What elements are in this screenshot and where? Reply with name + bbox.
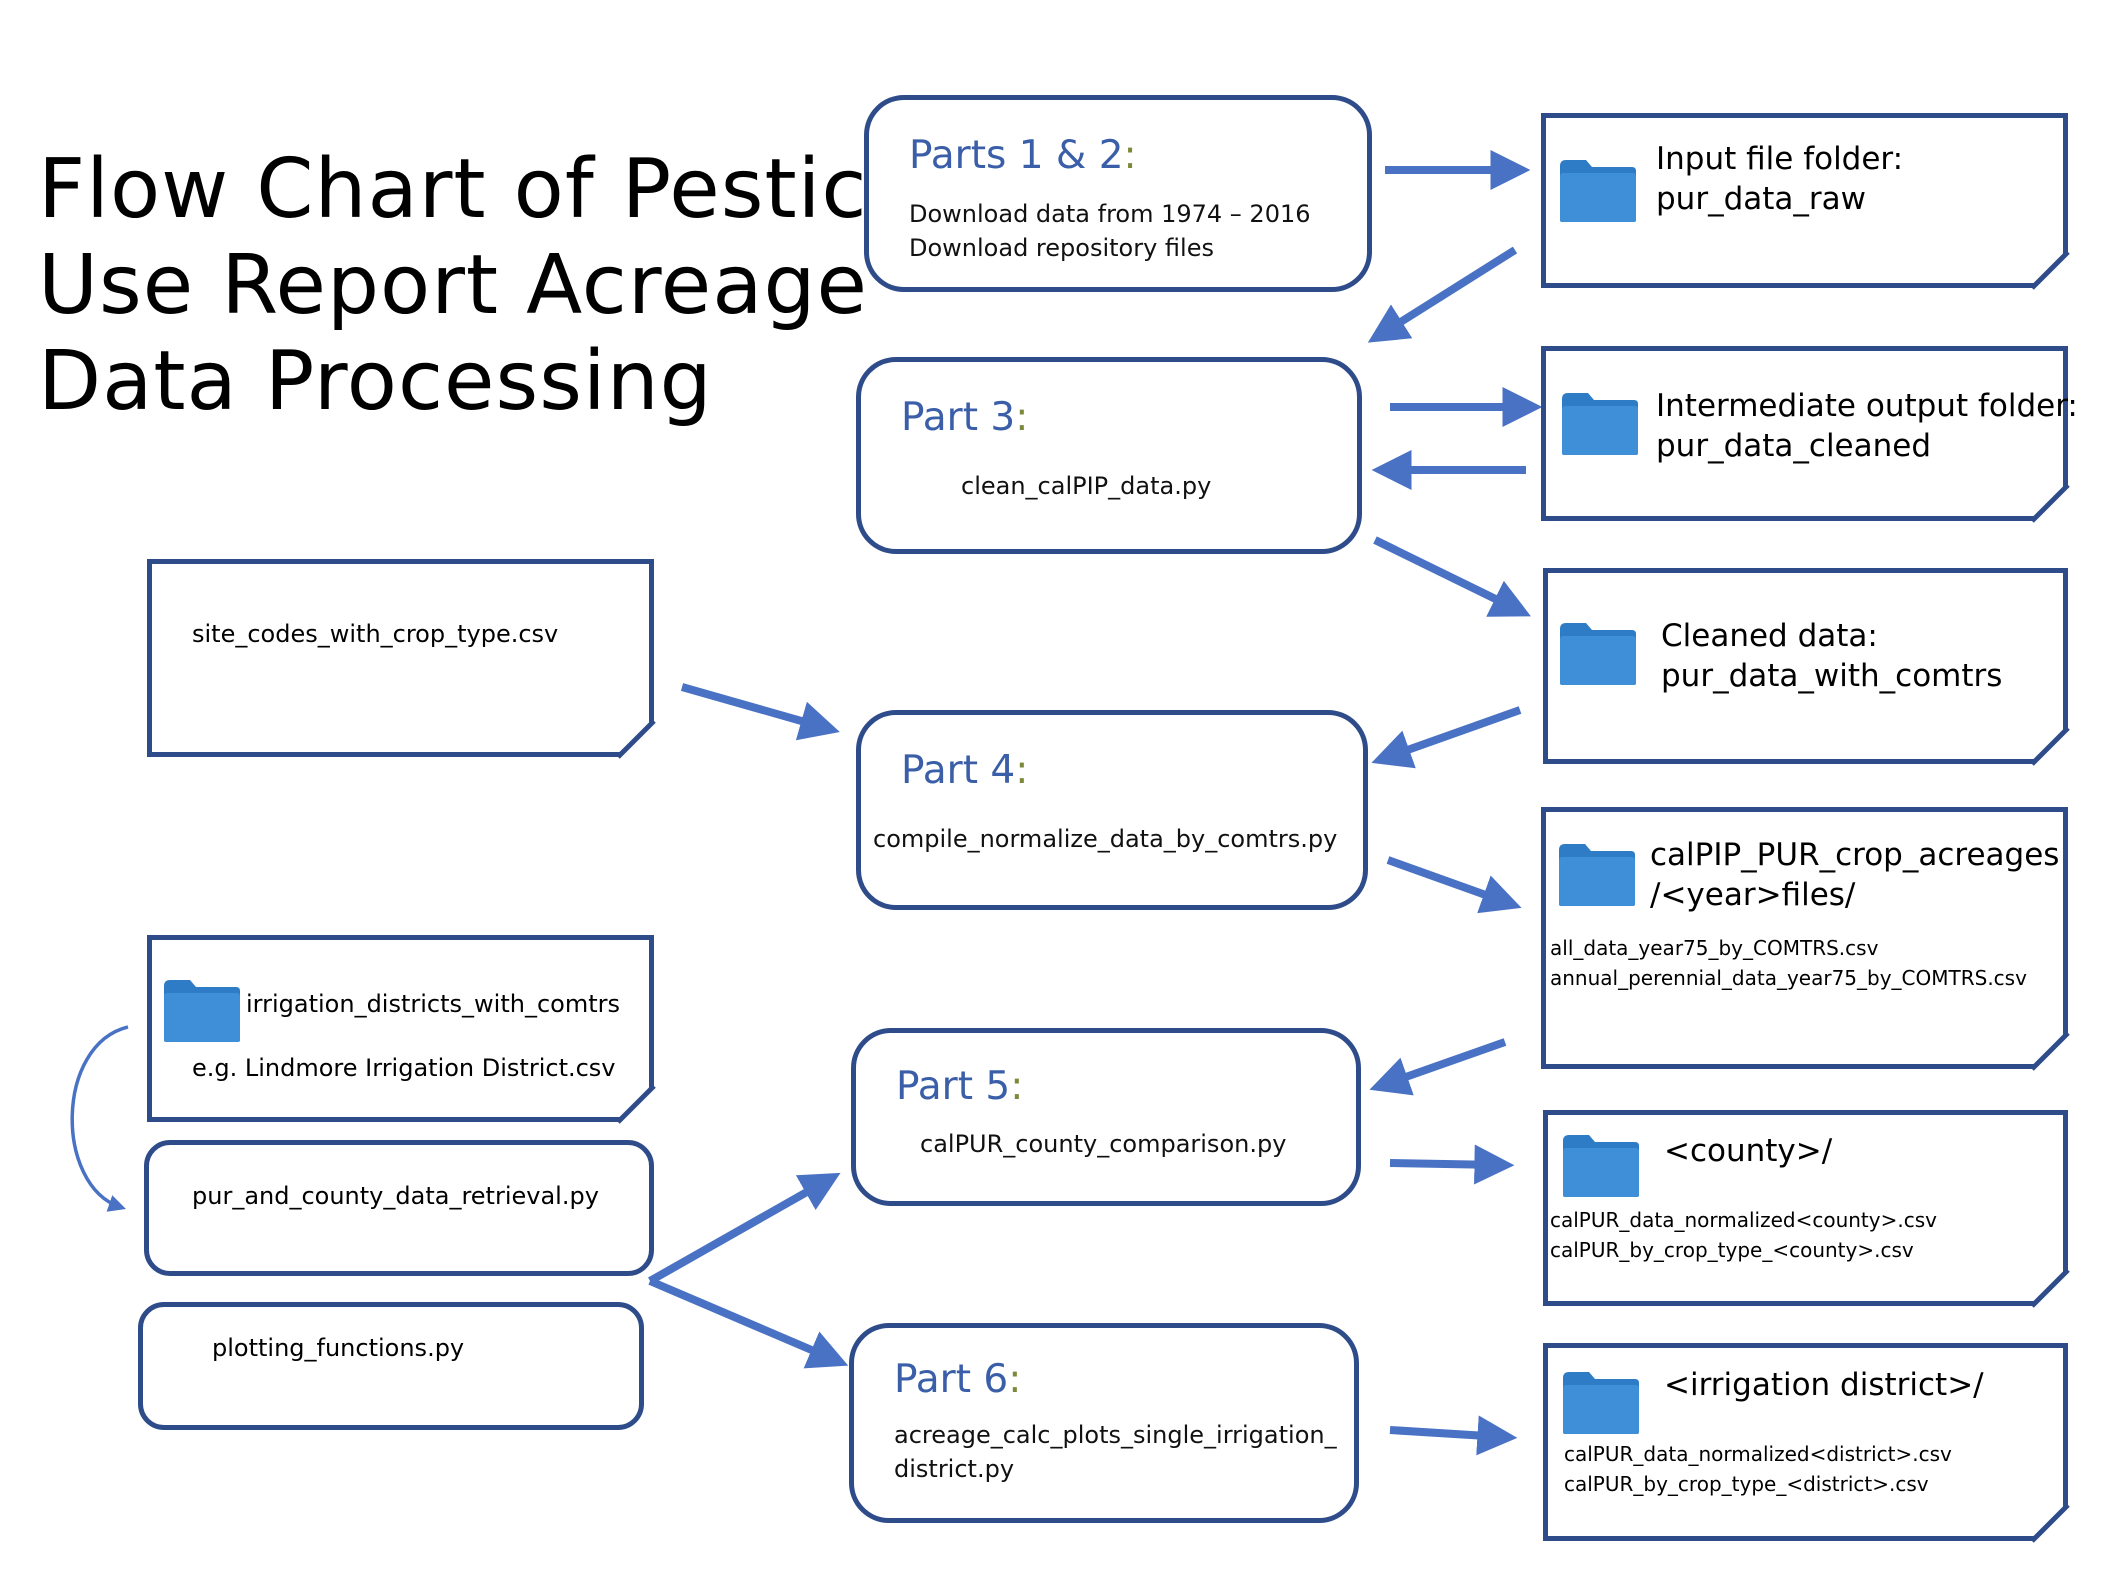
comtrs-folder-title-1: Cleaned data:: [1661, 618, 1878, 654]
retrieval-box: [144, 1140, 654, 1276]
raw-folder-title-1: Input file folder:: [1656, 141, 1904, 177]
part-4-title-text: Part 4: [901, 748, 1016, 793]
part-1-2-colon: :: [1123, 133, 1137, 178]
county-folder-title: <county>/: [1664, 1133, 1833, 1169]
irrigation-districts-folder-name: irrigation_districts_with_comtrs: [246, 990, 620, 1018]
part-4-box: Part 4: compile_normalize_data_by_comtrs…: [856, 710, 1368, 910]
folder-doc-crop-acreages: [1541, 807, 2068, 1069]
arrow-p3-to-comtrs: [1373, 536, 1531, 617]
arrow-raw-to-p3: [1367, 246, 1518, 343]
part-6-title-text: Part 6: [894, 1357, 1009, 1402]
part-5-colon: :: [1010, 1064, 1024, 1109]
acreages-folder-title-1: calPIP_PUR_crop_acreages: [1650, 837, 2060, 873]
part-5-title-text: Part 5: [896, 1064, 1011, 1109]
arrow-p4-to-acreages: [1386, 856, 1522, 914]
part-1-2-title: Parts 1 & 2:: [909, 133, 1137, 178]
part-3-colon: :: [1015, 395, 1029, 440]
title-line-2: Use Report Acreage: [38, 238, 868, 333]
part-3-script: clean_calPIP_data.py: [961, 472, 1212, 500]
plotting-box: [138, 1302, 644, 1430]
part-5-box: Part 5: calPUR_county_comparison.py: [851, 1028, 1361, 1206]
part-4-colon: :: [1015, 748, 1029, 793]
cleaned-folder-title-1: Intermediate output folder:: [1656, 388, 2078, 424]
part-5-title: Part 5:: [896, 1064, 1023, 1109]
part-3-box: Part 3: clean_calPIP_data.py: [856, 357, 1362, 554]
folder-icon: [1559, 844, 1635, 906]
arrow-retrieval-to-p6: [648, 1277, 849, 1369]
acreages-file-1: all_data_year75_by_COMTRS.csv: [1550, 936, 1879, 960]
arrow-p6-to-irrigation: [1389, 1415, 1518, 1456]
county-file-2: calPUR_by_crop_type_<county>.csv: [1550, 1238, 1914, 1262]
part-6-colon: :: [1008, 1357, 1022, 1402]
raw-folder-title-2: pur_data_raw: [1656, 181, 1866, 217]
folder-icon: [1560, 160, 1636, 222]
cleaned-folder-title-2: pur_data_cleaned: [1656, 428, 1932, 464]
part-1-2-box: Parts 1 & 2: Download data from 1974 – 2…: [864, 95, 1372, 292]
part-4-title: Part 4:: [901, 748, 1028, 793]
irrigation-districts-example: e.g. Lindmore Irrigation District.csv: [192, 1054, 616, 1082]
part-6-title: Part 6:: [894, 1357, 1021, 1402]
part-3-title: Part 3:: [901, 395, 1028, 440]
irrigation-file-2: calPUR_by_crop_type_<district>.csv: [1564, 1472, 1929, 1496]
part-1-2-title-text: Parts 1 & 2: [909, 133, 1124, 178]
folder-icon: [1563, 1372, 1639, 1434]
part-3-title-text: Part 3: [901, 395, 1016, 440]
county-file-1: calPUR_data_normalized<county>.csv: [1550, 1208, 1937, 1232]
irrigation-file-1: calPUR_data_normalized<district>.csv: [1564, 1442, 1952, 1466]
chart-title: Flow Chart of Pesticide Use Report Acrea…: [38, 142, 996, 430]
site-codes-doc: [147, 559, 654, 757]
plotting-script: plotting_functions.py: [212, 1334, 465, 1362]
arrow-p5-to-county: [1389, 1144, 1515, 1185]
acreages-folder-title-2: /<year>files/: [1650, 877, 1856, 913]
folder-icon: [164, 980, 240, 1042]
irrigation-folder-title: <irrigation district>/: [1664, 1367, 1984, 1403]
arrow-retrieval-to-p5: [648, 1172, 841, 1285]
site-codes-file: site_codes_with_crop_type.csv: [192, 620, 559, 648]
folder-icon: [1560, 623, 1636, 685]
folder-icon: [1563, 1135, 1639, 1197]
title-line-1: Flow Chart of Pesticide: [38, 142, 996, 237]
part-1-2-line-2: Download repository files: [909, 234, 1214, 262]
part-6-box: Part 6: acreage_calc_plots_single_irriga…: [849, 1323, 1359, 1523]
arrow-irrigation-to-retrieval: [70, 1025, 129, 1212]
part-6-line-1: acreage_calc_plots_single_irrigation_: [894, 1421, 1337, 1449]
title-line-3: Data Processing: [38, 334, 713, 429]
folder-doc-irrigation-district: [1543, 1343, 2068, 1541]
part-1-2-line-1: Download data from 1974 – 2016: [909, 200, 1311, 228]
part-6-line-2: district.py: [894, 1455, 1015, 1483]
acreages-file-2: annual_perennial_data_year75_by_COMTRS.c…: [1550, 966, 2027, 990]
comtrs-folder-title-2: pur_data_with_comtrs: [1661, 658, 2003, 694]
folder-icon: [1562, 393, 1638, 455]
arrow-comtrs-to-p4: [1371, 706, 1522, 769]
part-5-script: calPUR_county_comparison.py: [920, 1130, 1287, 1158]
part-4-script: compile_normalize_data_by_comtrs.py: [873, 825, 1338, 853]
arrow-acreages-to-p5: [1369, 1038, 1507, 1096]
arrow-sitecodes-to-p4: [680, 683, 840, 741]
retrieval-script: pur_and_county_data_retrieval.py: [192, 1182, 599, 1210]
